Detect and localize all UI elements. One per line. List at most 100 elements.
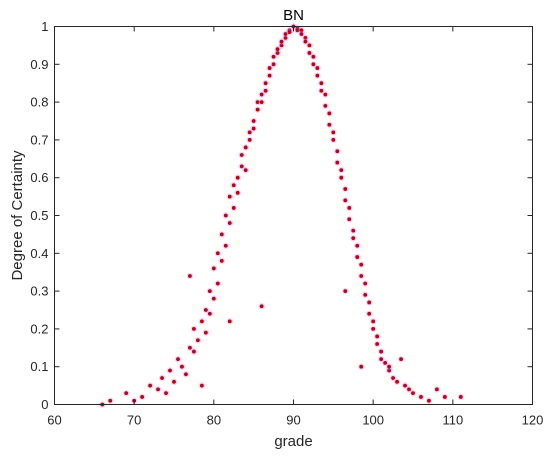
data-point bbox=[160, 376, 164, 380]
data-point bbox=[263, 81, 268, 86]
data-point bbox=[343, 289, 348, 294]
data-point bbox=[371, 326, 376, 331]
data-point bbox=[355, 255, 360, 259]
chart-title: BN bbox=[283, 7, 304, 24]
y-tick-label: 0.9 bbox=[30, 57, 48, 72]
data-point bbox=[311, 54, 316, 59]
data-point bbox=[148, 383, 153, 388]
data-point bbox=[275, 51, 280, 55]
data-point bbox=[156, 387, 160, 392]
data-point bbox=[387, 364, 392, 369]
data-point bbox=[359, 262, 364, 267]
data-point bbox=[215, 251, 220, 256]
data-point bbox=[255, 107, 260, 112]
data-point bbox=[351, 228, 356, 233]
data-point bbox=[199, 383, 204, 388]
data-point bbox=[307, 43, 312, 48]
data-point bbox=[259, 304, 264, 309]
data-point bbox=[247, 130, 252, 135]
data-point bbox=[375, 334, 380, 339]
data-point bbox=[303, 35, 308, 40]
data-point bbox=[303, 39, 308, 44]
data-point bbox=[375, 342, 380, 346]
y-axis-label: Degree of Certainty bbox=[9, 150, 26, 281]
data-point bbox=[359, 364, 364, 369]
data-point bbox=[403, 383, 407, 388]
data-point bbox=[227, 194, 232, 199]
data-point bbox=[251, 126, 256, 131]
y-tick-label: 0.4 bbox=[30, 246, 48, 261]
data-point bbox=[283, 32, 288, 36]
data-point bbox=[399, 357, 403, 362]
data-point bbox=[219, 258, 224, 263]
data-point bbox=[315, 66, 320, 70]
data-point bbox=[323, 92, 328, 97]
data-point bbox=[299, 28, 304, 33]
data-point bbox=[211, 296, 216, 301]
plot-area-frame bbox=[54, 26, 533, 405]
data-point bbox=[379, 357, 384, 362]
data-point bbox=[363, 292, 368, 297]
data-point bbox=[371, 319, 376, 324]
x-tick-label: 80 bbox=[207, 413, 221, 428]
x-tick-label: 90 bbox=[286, 413, 300, 428]
x-tick-label: 120 bbox=[522, 413, 544, 428]
data-point bbox=[227, 319, 232, 324]
data-point bbox=[307, 51, 312, 55]
data-point bbox=[395, 379, 399, 384]
y-tick-label: 0.5 bbox=[30, 208, 48, 223]
data-point bbox=[339, 168, 344, 173]
data-point bbox=[347, 206, 352, 210]
data-point bbox=[231, 183, 236, 188]
data-point bbox=[108, 398, 113, 403]
data-point bbox=[271, 62, 276, 67]
data-point bbox=[267, 73, 272, 78]
y-tick-label: 0 bbox=[41, 397, 48, 412]
data-point bbox=[124, 391, 129, 396]
data-point bbox=[287, 30, 292, 35]
data-point bbox=[164, 391, 168, 396]
data-point bbox=[184, 372, 188, 377]
y-tick-label: 0.3 bbox=[30, 284, 48, 299]
data-point bbox=[176, 357, 180, 362]
data-point bbox=[355, 243, 360, 248]
data-point bbox=[227, 221, 232, 225]
data-point bbox=[363, 281, 368, 286]
data-point bbox=[235, 175, 240, 180]
data-point bbox=[180, 364, 184, 369]
data-point bbox=[299, 32, 304, 36]
data-point bbox=[255, 100, 260, 105]
data-point bbox=[434, 387, 439, 392]
data-point bbox=[235, 190, 240, 195]
data-point bbox=[327, 111, 332, 116]
data-point bbox=[188, 345, 192, 350]
data-point bbox=[223, 243, 228, 248]
data-point bbox=[411, 391, 415, 396]
data-point bbox=[359, 274, 364, 278]
data-point bbox=[279, 43, 284, 48]
points-layer bbox=[99, 23, 464, 408]
data-point bbox=[383, 361, 388, 365]
y-tick-label: 0.8 bbox=[30, 95, 48, 110]
ticks-layer: 60 70 80 90 100 110 120 0 0.1 0.2 0.3 0.4 0.5 0.6 0.7 0… bbox=[30, 19, 543, 428]
x-tick-label: 60 bbox=[47, 413, 61, 428]
data-point bbox=[192, 349, 196, 354]
data-point bbox=[199, 319, 204, 324]
data-point bbox=[239, 153, 244, 157]
data-point bbox=[231, 206, 236, 210]
data-point bbox=[243, 168, 248, 173]
data-point bbox=[319, 81, 324, 86]
data-point bbox=[259, 92, 264, 97]
y-tick-label: 0.1 bbox=[30, 359, 48, 374]
data-point bbox=[335, 160, 340, 165]
data-point bbox=[243, 145, 248, 150]
data-point bbox=[427, 398, 431, 403]
data-point bbox=[207, 311, 212, 316]
data-point bbox=[172, 379, 176, 384]
data-point bbox=[343, 198, 348, 203]
data-point bbox=[407, 387, 411, 392]
data-point bbox=[367, 311, 372, 316]
data-point bbox=[259, 100, 264, 105]
data-point bbox=[315, 73, 320, 78]
x-tick-label: 70 bbox=[127, 413, 141, 428]
